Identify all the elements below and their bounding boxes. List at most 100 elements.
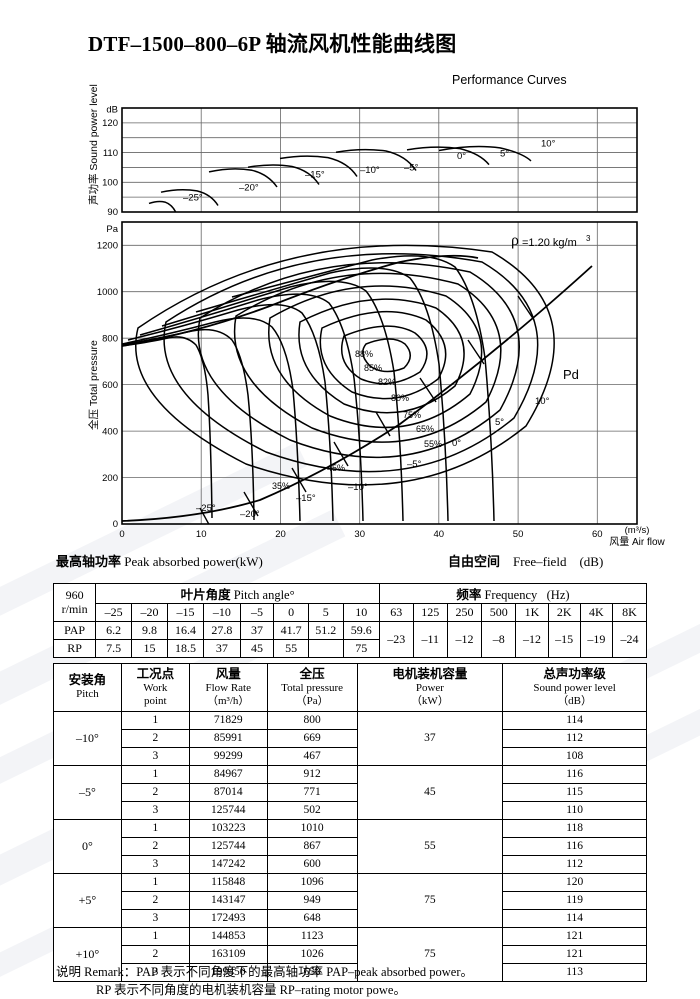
freq-val-5: –15 xyxy=(547,621,581,658)
pitch-col-1: –20 xyxy=(131,603,168,622)
pap-label: PAP xyxy=(52,621,97,640)
pitch-col-6: 5 xyxy=(307,603,344,622)
pressure-tick-400: 400 xyxy=(102,427,118,438)
motor-power: 75 xyxy=(356,872,504,928)
sound-power-level: 116 xyxy=(502,836,647,856)
pitch-col-7: 10 xyxy=(342,603,380,622)
page-title: DTF–1500–800–6P 轴流风机性能曲线图 xyxy=(88,32,457,56)
eff-contour-82 xyxy=(319,310,447,400)
sound-power-level: 114 xyxy=(502,908,647,928)
pitch-label-m20: –20° xyxy=(240,509,260,520)
table-row: +5° 1 115848 1096 75 120 xyxy=(53,872,647,928)
airflow-tick-30: 30 xyxy=(354,529,365,540)
header-spl-en: Sound power level xyxy=(533,681,616,694)
peak-power-caption-en: Peak absorbed power(kW) xyxy=(124,554,263,569)
pd-curve-m25 xyxy=(122,336,213,519)
rp-val-0: 7.5 xyxy=(95,639,133,658)
rp-val-1: 15 xyxy=(131,639,168,658)
freq-col-4: 1K xyxy=(515,603,549,622)
spl-label-m10: –10° xyxy=(360,165,380,176)
pap-val-3: 27.8 xyxy=(203,621,241,640)
pitch-label-m25: –25° xyxy=(196,503,216,514)
motor-power: 45 xyxy=(356,764,504,820)
pap-val-5: 41.7 xyxy=(273,621,309,640)
work-point: 3 xyxy=(120,962,190,982)
eff-label-65: 65% xyxy=(416,424,434,434)
charts-area: dB 120 110 100 90 声功率 Sound power level xyxy=(87,84,666,548)
spl-label-m5: –5° xyxy=(404,163,419,174)
eff-label-55: 55% xyxy=(424,439,442,449)
table-row-header1: 960 r/min 叶片角度 Pitch angle° 频率 Frequency… xyxy=(52,583,648,622)
table-row-rp: RP 7.5 15 18.5 37 45 55 75 xyxy=(52,639,647,658)
freq-col-2: 250 xyxy=(446,603,483,622)
pap-val-4: 37 xyxy=(239,621,275,640)
total-pressure-chart: Pa 1200 1000 800 600 400 200 0 全压 Total … xyxy=(87,221,666,548)
header-flowrate-unit: （m³/h） xyxy=(207,694,250,707)
eff-contour-35 xyxy=(135,244,555,486)
freq-val-3: –8 xyxy=(481,621,517,658)
sound-power-curve-set xyxy=(148,145,532,212)
total-pressure: 1010 xyxy=(266,818,358,838)
work-point: 2 xyxy=(120,836,190,856)
header-pressure-cn: 全压 xyxy=(299,667,325,681)
flow-rate: 147242 xyxy=(188,854,268,874)
table-row: 2 87014 771 115 xyxy=(54,782,647,802)
work-point: 2 xyxy=(120,890,190,910)
sound-power-chart: dB 120 110 100 90 声功率 Sound power level xyxy=(87,84,638,218)
rpm-line1: 960 xyxy=(65,588,84,603)
flow-rate: 125744 xyxy=(188,800,268,820)
pressure-gridlines xyxy=(122,244,637,478)
work-point: 3 xyxy=(120,746,190,766)
freq-val-2: –12 xyxy=(446,621,483,658)
spl-curve-m25 xyxy=(148,200,177,212)
total-pressure: 650 xyxy=(266,962,358,982)
table-row-header2: –25 –20 –15 –10 –5 0 5 10 63 125 250 500… xyxy=(54,603,648,622)
flow-rate: 115848 xyxy=(188,872,268,892)
eff-label-35: 35% xyxy=(272,481,290,491)
sound-power-level: 121 xyxy=(502,944,647,964)
header-pressure-unit: （Pa） xyxy=(295,694,329,707)
flow-rate: 85991 xyxy=(188,728,268,748)
freq-col-0: 63 xyxy=(378,603,414,622)
header-flowrate-cn: 风量 xyxy=(215,667,241,681)
peak-power-caption-cn: 最高轴功率 xyxy=(56,554,122,569)
flow-rate: 172493 xyxy=(188,908,268,928)
work-point: 2 xyxy=(120,944,190,964)
airflow-tick-50: 50 xyxy=(513,529,524,540)
sound-power-level: 120 xyxy=(502,872,647,892)
flow-rate: 163109 xyxy=(188,944,268,964)
total-pressure: 669 xyxy=(266,728,358,748)
work-point: 3 xyxy=(120,800,190,820)
pressure-tick-600: 600 xyxy=(102,380,118,391)
pitch-col-0: –25 xyxy=(95,603,133,622)
freq-header-en: Frequency xyxy=(484,588,538,602)
pitch-cell: +10° xyxy=(53,926,122,982)
pd-parabola xyxy=(122,265,593,522)
pressure-tick-1000: 1000 xyxy=(97,287,118,298)
work-point: 2 xyxy=(120,728,190,748)
table-row: 3 199450 650 113 xyxy=(54,962,647,982)
remark-block: 说明 Remark：PAP 表示不同角度下的最高轴功率 PAP–peak abs… xyxy=(56,963,473,999)
pitch-col-3: –10 xyxy=(203,603,241,622)
header-workpoint-en2: point xyxy=(144,694,167,707)
header-flowrate-en: Flow Rate xyxy=(205,681,251,694)
freefield-caption: 自由空间 Free–field (dB) xyxy=(448,551,603,570)
spl-label-m20: –20° xyxy=(239,183,259,194)
sound-power-curve-labels: –25° –20° –15° –10° –5° 0° 5° 10° xyxy=(183,139,556,204)
spl-label-m25: –25° xyxy=(183,193,203,204)
sound-power-unit-label: dB xyxy=(106,105,118,116)
pitch-cell: +5° xyxy=(53,872,122,928)
sound-power-level: 118 xyxy=(502,818,647,838)
total-pressure: 800 xyxy=(266,710,358,730)
freq-val-1: –11 xyxy=(412,621,448,658)
flow-rate: 71829 xyxy=(188,710,268,730)
freq-val-7: –24 xyxy=(611,621,648,658)
header-power-en: Power xyxy=(415,681,444,694)
header-workpoint-cn: 工况点 xyxy=(136,667,175,681)
pitch-header-cn: 叶片角度 xyxy=(180,588,231,602)
spl-label-10: 10° xyxy=(541,139,556,150)
pd-tick-m10 xyxy=(333,441,349,467)
header-pitch-en: Pitch xyxy=(76,688,99,701)
pitch-label-10: 10° xyxy=(535,396,550,407)
